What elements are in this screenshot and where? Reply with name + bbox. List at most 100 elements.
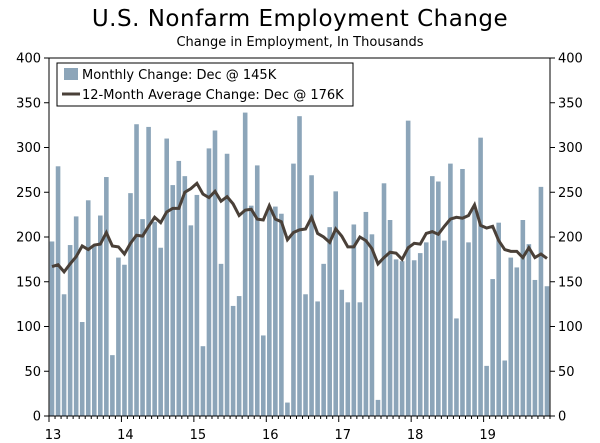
bar xyxy=(164,138,169,417)
y-tick-label-left: 200 xyxy=(16,231,41,246)
bar xyxy=(502,360,508,416)
bar xyxy=(405,120,411,417)
bar xyxy=(194,194,200,416)
bar xyxy=(116,257,121,416)
y-tick-label-right: 50 xyxy=(558,365,575,380)
y-tick-label-left: 0 xyxy=(33,410,41,425)
bar xyxy=(466,242,471,416)
bar xyxy=(460,168,465,416)
bar xyxy=(520,220,526,416)
bar xyxy=(279,213,284,416)
x-tick-label: 14 xyxy=(117,428,134,443)
x-tick-label: 19 xyxy=(479,428,496,443)
bar xyxy=(363,211,369,416)
bar xyxy=(321,263,326,416)
bar xyxy=(267,208,272,416)
bar xyxy=(49,241,55,416)
y-tick-label-left: 400 xyxy=(16,52,41,67)
legend-box xyxy=(56,62,354,107)
bar xyxy=(357,302,363,416)
bar xyxy=(417,253,423,416)
bar xyxy=(230,305,236,416)
bar xyxy=(381,183,387,416)
x-tick-label: 16 xyxy=(262,428,279,443)
bar xyxy=(285,402,290,416)
y-tick-label-right: 100 xyxy=(558,320,583,335)
bar xyxy=(212,130,218,416)
bar xyxy=(79,322,85,416)
bar xyxy=(442,240,447,416)
bar xyxy=(260,335,266,416)
bar xyxy=(333,191,339,416)
y-tick-label-right: 0 xyxy=(558,410,566,425)
bar xyxy=(526,244,532,416)
bar xyxy=(369,234,375,416)
bar xyxy=(200,346,206,416)
y-tick-label-left: 150 xyxy=(16,275,41,290)
y-tick-label-left: 300 xyxy=(16,141,41,156)
bar xyxy=(496,222,501,416)
bar xyxy=(206,148,212,416)
bar xyxy=(448,163,453,416)
legend-bar-swatch xyxy=(64,68,78,80)
y-tick-label-left: 250 xyxy=(16,186,41,201)
bar xyxy=(327,227,332,416)
chart-title: U.S. Nonfarm Employment Change xyxy=(91,6,509,32)
bar xyxy=(104,177,109,416)
x-tick-label: 15 xyxy=(190,428,207,443)
x-tick-label: 18 xyxy=(407,428,424,443)
bar xyxy=(472,208,477,416)
bar xyxy=(61,294,67,416)
bar xyxy=(345,302,351,416)
average-line xyxy=(51,180,548,275)
bar xyxy=(110,355,115,416)
bar xyxy=(170,185,176,416)
bar xyxy=(544,286,550,416)
bar-series xyxy=(49,112,550,417)
y-tick-label-right: 300 xyxy=(558,141,583,156)
bar xyxy=(140,219,145,416)
x-tick-label: 17 xyxy=(334,428,351,443)
bar xyxy=(188,225,194,416)
y-tick-label-right: 200 xyxy=(558,231,583,246)
bar xyxy=(454,318,459,416)
y-tick-label-left: 350 xyxy=(16,96,41,111)
bar xyxy=(146,126,151,417)
y-tick-label-right: 350 xyxy=(558,96,583,111)
bar xyxy=(98,215,103,416)
bar xyxy=(303,294,308,416)
bar xyxy=(484,365,489,416)
bar xyxy=(242,112,248,416)
bar xyxy=(182,176,188,416)
bar xyxy=(236,296,242,416)
bar xyxy=(514,267,520,416)
bar xyxy=(532,279,538,416)
bar xyxy=(393,259,399,417)
x-tick-label: 13 xyxy=(45,428,62,443)
bar xyxy=(538,186,544,416)
bar xyxy=(273,206,278,416)
bar xyxy=(508,257,514,416)
bar xyxy=(122,264,127,416)
bar xyxy=(152,221,157,416)
bar xyxy=(478,137,483,416)
bar xyxy=(351,224,357,416)
bar xyxy=(224,153,230,416)
axes: 0 0 50 50 100 100 150 150 200 200 250 250 300 300 350 3… xyxy=(16,52,583,443)
bar xyxy=(399,261,405,416)
bar xyxy=(91,245,97,416)
bar xyxy=(128,193,133,416)
y-tick-label-right: 400 xyxy=(558,52,583,67)
y-tick-label-left: 100 xyxy=(16,320,41,335)
bar xyxy=(248,205,254,416)
bar xyxy=(85,200,91,416)
bar xyxy=(176,160,182,416)
bar xyxy=(309,175,314,416)
bar xyxy=(134,124,139,416)
bar xyxy=(73,216,79,416)
bar xyxy=(218,263,224,416)
bar xyxy=(67,245,73,416)
bar xyxy=(411,260,417,416)
bar xyxy=(430,176,435,416)
